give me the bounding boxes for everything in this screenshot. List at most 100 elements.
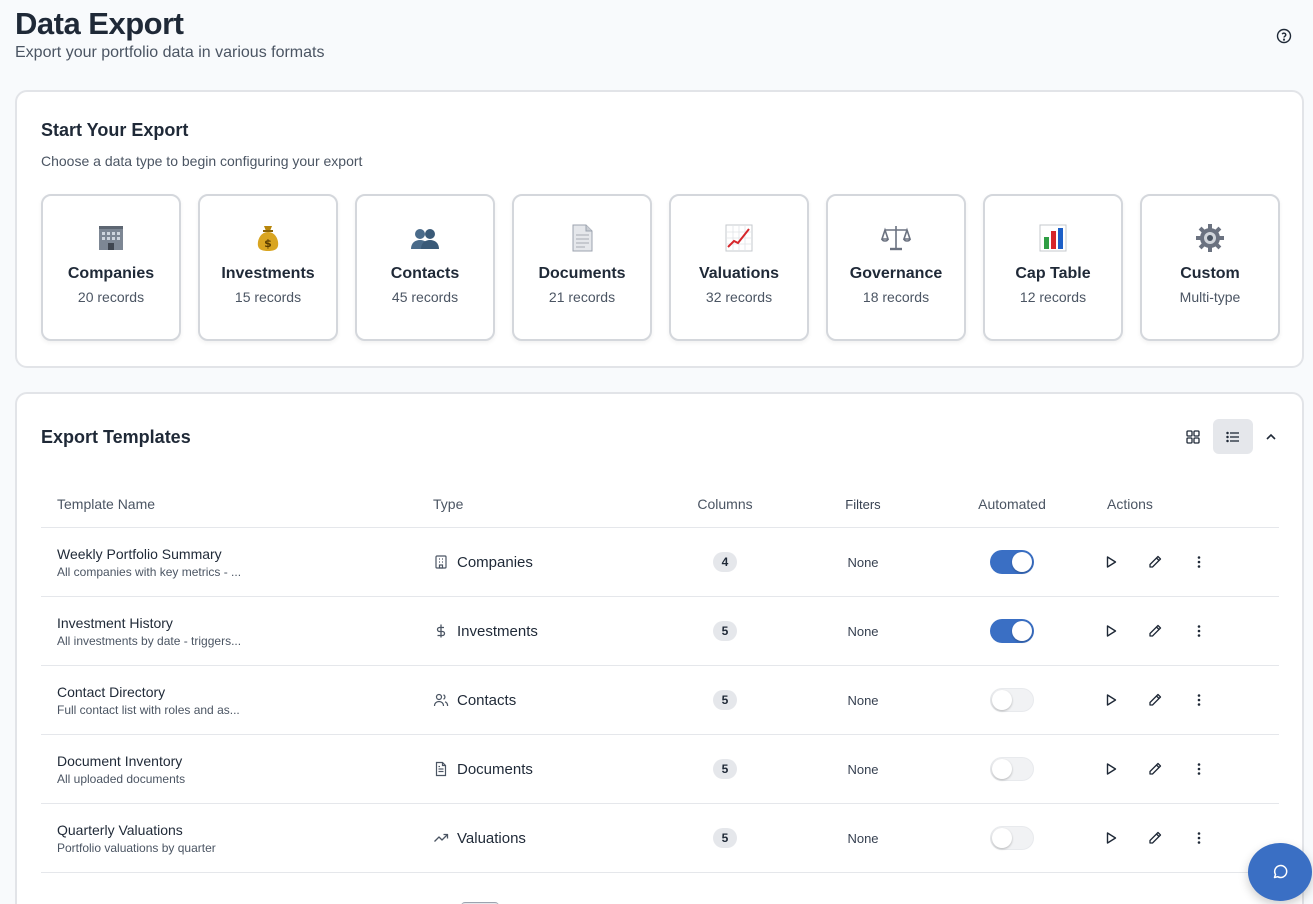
template-type-cell: Documents xyxy=(433,761,659,778)
type-count: 20 records xyxy=(77,289,145,305)
money-bag-icon: $ xyxy=(252,222,284,254)
col-header-filters[interactable]: Filters xyxy=(845,496,881,512)
automated-toggle[interactable] xyxy=(990,826,1034,850)
table-row[interactable]: Quarterly Valuations Portfolio valuation… xyxy=(41,804,1279,873)
more-vertical-icon xyxy=(1197,832,1201,844)
more-options-button[interactable] xyxy=(1185,617,1213,645)
col-header-type[interactable]: Type xyxy=(433,496,464,512)
start-export-title: Start Your Export xyxy=(41,120,189,140)
type-tile-companies[interactable]: Companies 20 records xyxy=(41,194,181,341)
col-header-columns[interactable]: Columns xyxy=(697,496,753,512)
start-export-card: Start Your Export Choose a data type to … xyxy=(15,90,1304,368)
col-header-automated[interactable]: Automated xyxy=(978,496,1046,512)
list-icon xyxy=(1226,431,1239,442)
template-description: Full contact list with roles and as... xyxy=(57,702,240,717)
trending-up-icon xyxy=(434,833,449,842)
columns-count-badge: 5 xyxy=(712,621,738,641)
collapse-button[interactable] xyxy=(1253,419,1289,454)
more-vertical-icon xyxy=(1197,556,1201,568)
more-vertical-icon xyxy=(1197,763,1201,775)
template-name-cell: Investment History All investments by da… xyxy=(41,615,433,648)
table-row[interactable]: Contact Directory Full contact list with… xyxy=(41,666,1279,735)
help-button[interactable] xyxy=(1274,26,1294,46)
type-tile-governance[interactable]: Governance 18 records xyxy=(826,194,966,341)
template-title: Contact Directory xyxy=(57,683,166,700)
columns-cell: 4 xyxy=(659,552,791,572)
run-button[interactable] xyxy=(1097,548,1125,576)
template-title: Investment History xyxy=(57,614,173,631)
template-type-label: Investments xyxy=(457,622,538,640)
template-type-cell: Valuations xyxy=(433,830,659,847)
filters-cell: None xyxy=(847,554,879,570)
pagination-control[interactable] xyxy=(461,902,499,904)
more-options-button[interactable] xyxy=(1185,824,1213,852)
automated-toggle[interactable] xyxy=(990,550,1034,574)
more-options-button[interactable] xyxy=(1185,548,1213,576)
automated-toggle[interactable] xyxy=(990,688,1034,712)
templates-table: Template Name Type Columns Filters Autom… xyxy=(41,481,1279,873)
chat-button[interactable] xyxy=(1248,843,1312,901)
chart-up-icon xyxy=(723,222,755,254)
pencil-icon xyxy=(1149,555,1162,568)
type-tile-custom[interactable]: Custom Multi-type xyxy=(1140,194,1280,341)
type-tile-valuations[interactable]: Valuations 32 records xyxy=(669,194,809,341)
run-button[interactable] xyxy=(1097,755,1125,783)
pencil-icon xyxy=(1149,624,1162,637)
bar-chart-icon xyxy=(1037,222,1069,254)
grid-view-button[interactable] xyxy=(1173,419,1213,454)
type-name: Valuations xyxy=(698,265,780,282)
pencil-icon xyxy=(1149,693,1162,706)
users-icon xyxy=(433,693,449,707)
template-title: Quarterly Valuations xyxy=(57,821,183,838)
type-name: Cap Table xyxy=(1015,265,1091,282)
edit-button[interactable] xyxy=(1141,755,1169,783)
columns-cell: 5 xyxy=(659,759,791,779)
type-tile-documents[interactable]: Documents 21 records xyxy=(512,194,652,341)
automated-toggle[interactable] xyxy=(990,619,1034,643)
template-name-cell: Contact Directory Full contact list with… xyxy=(41,684,433,717)
type-name: Custom xyxy=(1180,265,1240,282)
more-vertical-icon xyxy=(1197,625,1201,637)
more-options-button[interactable] xyxy=(1185,686,1213,714)
template-type-label: Documents xyxy=(457,760,533,778)
type-name: Governance xyxy=(849,265,943,282)
edit-button[interactable] xyxy=(1141,686,1169,714)
view-toggle-group xyxy=(1173,419,1289,454)
run-button[interactable] xyxy=(1097,617,1125,645)
template-type-label: Valuations xyxy=(457,829,526,847)
run-button[interactable] xyxy=(1097,824,1125,852)
more-options-button[interactable] xyxy=(1185,755,1213,783)
actions-cell xyxy=(1089,617,1279,645)
export-templates-card: Export Templates Template Name Type Colu… xyxy=(15,392,1304,904)
play-icon xyxy=(1106,832,1117,844)
table-row[interactable]: Document Inventory All uploaded document… xyxy=(41,735,1279,804)
type-count: 18 records xyxy=(862,289,930,305)
pencil-icon xyxy=(1149,762,1162,775)
play-icon xyxy=(1106,625,1117,637)
columns-count-badge: 4 xyxy=(712,552,738,572)
columns-cell: 5 xyxy=(659,690,791,710)
table-row[interactable]: Weekly Portfolio Summary All companies w… xyxy=(41,528,1279,597)
template-description: All uploaded documents xyxy=(57,771,186,786)
type-count: 45 records xyxy=(391,289,459,305)
page-title: Data Export xyxy=(15,6,184,41)
col-header-name[interactable]: Template Name xyxy=(57,496,156,512)
type-tile-investments[interactable]: $ Investments 15 records xyxy=(198,194,338,341)
type-tile-cap-table[interactable]: Cap Table 12 records xyxy=(983,194,1123,341)
list-view-button[interactable] xyxy=(1213,419,1253,454)
chevron-up-icon xyxy=(1266,433,1276,440)
table-header: Template Name Type Columns Filters Autom… xyxy=(41,481,1279,528)
automated-toggle[interactable] xyxy=(990,757,1034,781)
edit-button[interactable] xyxy=(1141,824,1169,852)
edit-button[interactable] xyxy=(1141,617,1169,645)
template-type-cell: Investments xyxy=(433,623,659,640)
template-description: Portfolio valuations by quarter xyxy=(57,840,216,855)
edit-button[interactable] xyxy=(1141,548,1169,576)
actions-cell xyxy=(1089,755,1279,783)
run-button[interactable] xyxy=(1097,686,1125,714)
actions-cell xyxy=(1089,548,1279,576)
automated-cell xyxy=(935,757,1089,781)
table-row[interactable]: Investment History All investments by da… xyxy=(41,597,1279,666)
columns-count-badge: 5 xyxy=(712,690,738,710)
type-tile-contacts[interactable]: Contacts 45 records xyxy=(355,194,495,341)
